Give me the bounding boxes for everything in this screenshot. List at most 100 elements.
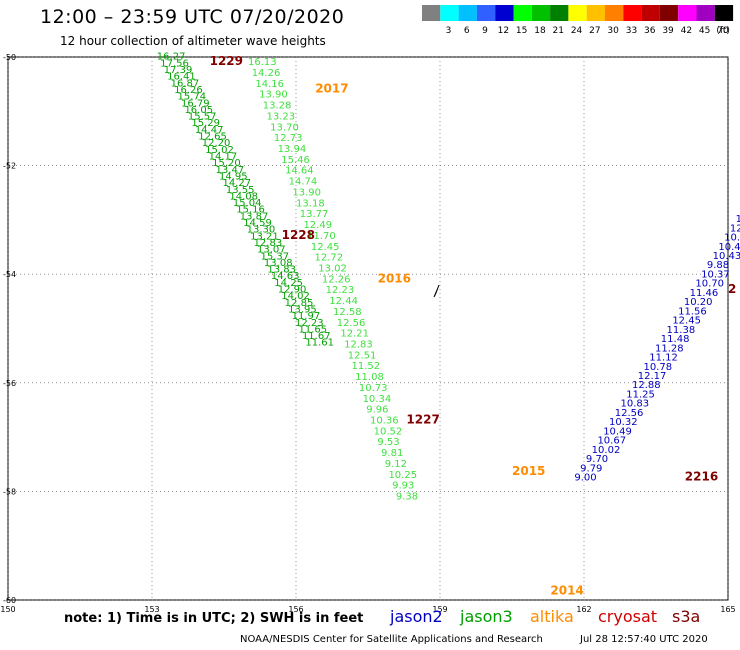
wave-height-label: 12.17 bbox=[638, 371, 667, 382]
wave-height-label: 17.56 bbox=[160, 58, 189, 69]
wave-height-label: 11.48 bbox=[661, 334, 690, 345]
wave-height-label: 9.88 bbox=[707, 260, 729, 271]
wave-height-label: 12.51 bbox=[348, 350, 377, 361]
wave-height-label: 13.47 bbox=[216, 165, 245, 176]
wave-height-label: 11.65 bbox=[298, 324, 327, 335]
wave-height-label: 15.37 bbox=[260, 251, 289, 262]
footer-timestamp: Jul 28 12:57:40 UTC 2020 bbox=[580, 634, 708, 645]
scale-swatch bbox=[623, 5, 642, 21]
scale-label: 39 bbox=[662, 26, 674, 36]
wave-height-label: 9.38 bbox=[396, 492, 418, 503]
wave-height-label: 10.73 bbox=[359, 383, 388, 394]
wave-height-label: 13.23 bbox=[266, 111, 295, 122]
wave-height-label: 10.43 bbox=[713, 251, 740, 262]
wave-height-label: 11.46 bbox=[690, 288, 719, 299]
wave-height-label: 9.00 bbox=[574, 473, 596, 484]
wave-height-label: 13.94 bbox=[278, 144, 307, 155]
wave-height-label: 13.90 bbox=[292, 187, 321, 198]
scale-swatch bbox=[550, 5, 569, 21]
wave-height-label: 10.02 bbox=[592, 445, 621, 456]
wave-height-label: 12.23 bbox=[326, 285, 355, 296]
lat-tick-label: -54 bbox=[3, 270, 16, 279]
wave-height-label: 11.52 bbox=[351, 361, 380, 372]
wave-height-label: 10.49 bbox=[718, 242, 740, 253]
pass-id-label: 2016 bbox=[378, 271, 411, 285]
scale-label: 27 bbox=[589, 26, 600, 36]
wave-height-label: 14.08 bbox=[229, 191, 258, 202]
wave-height-label: 15.29 bbox=[191, 118, 220, 129]
wave-height-label: 16.27 bbox=[157, 52, 186, 63]
wave-height-label: 12.88 bbox=[632, 380, 661, 391]
wave-height-label: 14.02 bbox=[281, 291, 310, 302]
scale-swatch bbox=[422, 5, 441, 21]
lat-tick-label: -50 bbox=[3, 53, 16, 62]
wave-height-label: 10.83 bbox=[620, 399, 649, 410]
page-title: 12:00 – 23:59 UTC 07/20/2020 bbox=[40, 6, 345, 28]
lat-tick-label: -56 bbox=[3, 379, 16, 388]
scale-label: 45 bbox=[699, 26, 710, 36]
wave-height-label: 14.95 bbox=[219, 171, 248, 182]
wave-height-label: 15.02 bbox=[205, 145, 234, 156]
scale-swatch bbox=[531, 5, 551, 21]
wave-height-label: 10.20 bbox=[684, 297, 713, 308]
wave-height-label: 10.36 bbox=[370, 416, 399, 427]
wave-height-label: 9.12 bbox=[385, 459, 407, 470]
scale-label: 3 bbox=[446, 26, 452, 36]
wave-height-label: 10.67 bbox=[597, 436, 626, 447]
wave-height-label: 12.58 bbox=[333, 307, 362, 318]
wave-height-label: 16.87 bbox=[171, 78, 200, 89]
pass-id-label: 1228 bbox=[282, 228, 315, 242]
wave-height-label: 12.65 bbox=[198, 132, 227, 143]
wave-height-label: 15.20 bbox=[212, 158, 241, 169]
scale-swatch bbox=[696, 5, 715, 21]
wave-height-label: 10.25 bbox=[388, 470, 417, 481]
wave-height-label: 11.38 bbox=[667, 325, 696, 336]
wave-height-label: 13.08 bbox=[264, 258, 293, 269]
wave-height-label: 13.83 bbox=[267, 265, 296, 276]
wave-height-label: 14.27 bbox=[222, 178, 251, 189]
wave-height-label: 10.32 bbox=[609, 417, 638, 428]
wave-height-label: 15.74 bbox=[178, 92, 207, 103]
wave-height-label: 13.07 bbox=[257, 245, 286, 256]
scale-label: 18 bbox=[534, 26, 546, 36]
lon-tick-label: 153 bbox=[144, 605, 159, 614]
wave-height-label: 11.25 bbox=[626, 389, 655, 400]
scale-label: 36 bbox=[644, 26, 656, 36]
wave-height-label: 13.21 bbox=[250, 231, 279, 242]
wave-height-label: 10.37 bbox=[701, 269, 730, 280]
wave-height-label: 14.26 bbox=[252, 68, 281, 79]
scale-swatch bbox=[659, 5, 679, 21]
wave-height-label: 14.63 bbox=[271, 271, 300, 282]
lon-tick-label: 159 bbox=[432, 605, 447, 614]
wave-height-label: 13.18 bbox=[296, 198, 325, 209]
wave-height-label: 10.34 bbox=[363, 394, 392, 405]
footer-credit: NOAA/NESDIS Center for Satellite Applica… bbox=[240, 634, 543, 645]
wave-height-label: 14.59 bbox=[243, 218, 272, 229]
wave-height-label: 12.20 bbox=[202, 138, 231, 149]
wave-height-label: 14.17 bbox=[209, 151, 238, 162]
wave-height-label: 12.73 bbox=[274, 133, 303, 144]
wave-height-label: 12.23 bbox=[295, 318, 324, 329]
scale-label: 30 bbox=[607, 26, 619, 36]
footer-note: note: 1) Time is in UTC; 2) SWH is in fe… bbox=[64, 611, 364, 626]
wave-height-label: 9.81 bbox=[381, 448, 403, 459]
wave-height-label: 11.61 bbox=[305, 338, 334, 349]
lat-tick-label: -58 bbox=[3, 487, 16, 496]
pass-id-label: 2216 bbox=[685, 470, 718, 484]
wave-height-label: 9.93 bbox=[392, 481, 414, 492]
wave-height-label: 13.70 bbox=[270, 122, 299, 133]
sat-altika: altika bbox=[530, 607, 574, 626]
wave-height-label: 13.28 bbox=[263, 101, 292, 112]
scale-label: 12 bbox=[498, 26, 509, 36]
wave-height-label: 10.49 bbox=[603, 426, 632, 437]
wave-height-label: 12.44 bbox=[329, 296, 358, 307]
wave-height-label: 13.87 bbox=[240, 211, 269, 222]
wave-height-label: 11.56 bbox=[678, 306, 707, 317]
wave-height-label: 11.12 bbox=[649, 353, 678, 364]
wave-height-label: 15.16 bbox=[236, 205, 265, 216]
scale-label: 42 bbox=[681, 26, 692, 36]
scale-label: 70 bbox=[717, 26, 729, 36]
wave-height-label: 14.47 bbox=[195, 125, 224, 136]
wave-height-label: 10.70 bbox=[695, 279, 724, 290]
sat-s3a: s3a bbox=[672, 607, 701, 626]
